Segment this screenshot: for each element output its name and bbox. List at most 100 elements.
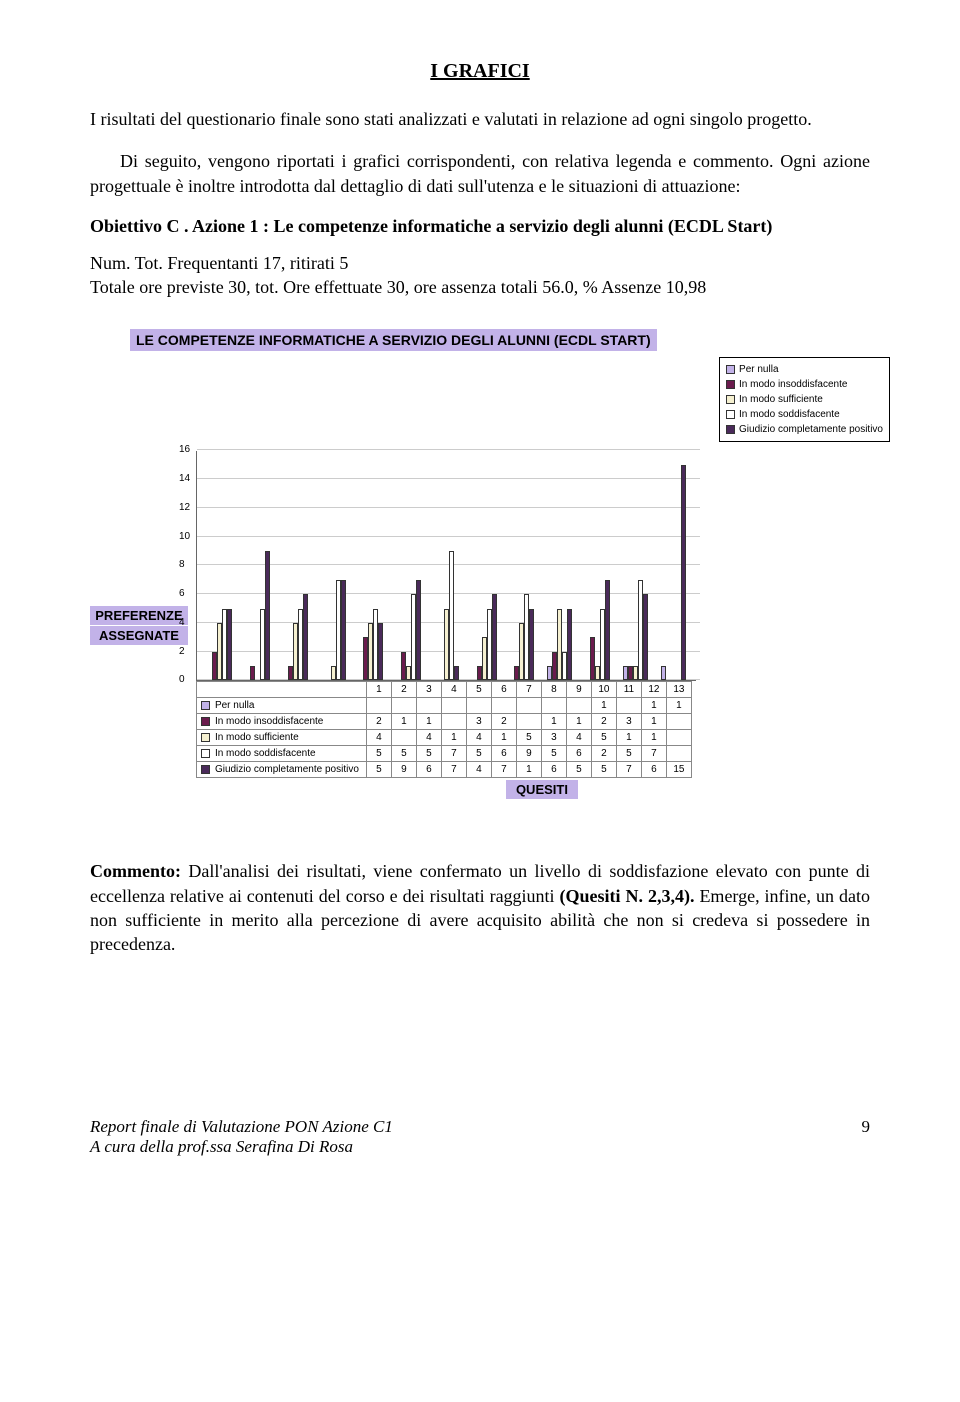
footer-page-number: 9 (862, 1117, 871, 1157)
table-cell: 1 (641, 714, 666, 730)
footer-left-1: Report finale di Valutazione PON Azione … (90, 1117, 393, 1136)
table-series-label: In modo soddisfacente (196, 746, 366, 762)
table-cell: 5 (391, 746, 416, 762)
table-swatch (201, 701, 210, 710)
table-cell: 6 (566, 746, 591, 762)
x-axis-label: QUESITI (506, 780, 578, 799)
table-cell: 5 (541, 746, 566, 762)
table-cell: 1 (666, 698, 691, 714)
table-cell: 2 (591, 714, 616, 730)
table-cell: 4 (366, 730, 391, 746)
table-row: Giudizio completamente positivo596747165… (196, 762, 691, 778)
legend-item: In modo soddisfacente (726, 407, 883, 422)
bar-group (503, 451, 541, 680)
legend-swatch (726, 365, 735, 374)
ytick-label: 6 (179, 588, 185, 599)
table-cell (516, 698, 541, 714)
table-cell (666, 730, 691, 746)
bar (378, 623, 383, 681)
table-cell: 1 (616, 730, 641, 746)
table-cell (416, 698, 441, 714)
table-header-cell: 12 (641, 682, 666, 698)
bar-group (314, 451, 352, 680)
y-axis-label-2: ASSEGNATE (90, 626, 188, 645)
table-cell: 5 (616, 746, 641, 762)
commento-bold: (Quesiti N. 2,3,4). (560, 886, 695, 906)
table-cell: 6 (541, 762, 566, 778)
table-header-cell: 3 (416, 682, 441, 698)
plot-grid: 1614121086420 (196, 451, 696, 681)
legend-label: In modo sufficiente (739, 392, 823, 407)
table-cell: 7 (616, 762, 641, 778)
table-cell: 1 (416, 714, 441, 730)
ytick-label: 0 (179, 674, 185, 685)
table-header-cell: 11 (616, 682, 641, 698)
legend-swatch (726, 425, 735, 434)
footer-left: Report finale di Valutazione PON Azione … (90, 1117, 393, 1157)
table-header-cell: 8 (541, 682, 566, 698)
bar-group (579, 451, 617, 680)
table-cell: 5 (466, 746, 491, 762)
table-header-cell: 7 (516, 682, 541, 698)
bar (341, 580, 346, 681)
table-cell: 5 (591, 730, 616, 746)
table-cell (391, 730, 416, 746)
table-swatch (201, 765, 210, 774)
bar-group (616, 451, 654, 680)
obiettivo-line: Obiettivo C . Azione 1 : Le competenze i… (90, 216, 870, 237)
bar (605, 580, 610, 681)
bar (454, 666, 459, 680)
table-series-label: Per nulla (196, 698, 366, 714)
table-cell: 5 (416, 746, 441, 762)
table-row: In modo insoddisfacente2113211231 (196, 714, 691, 730)
stats-line-1: Num. Tot. Frequentanti 17, ritirati 5 (90, 253, 348, 273)
table-header-cell: 10 (591, 682, 616, 698)
table-header-cell: 5 (466, 682, 491, 698)
table-series-label: In modo sufficiente (196, 730, 366, 746)
page-footer: Report finale di Valutazione PON Azione … (90, 1117, 870, 1157)
table-header-cell: 1 (366, 682, 391, 698)
obiettivo-text: Obiettivo C . Azione 1 : Le competenze i… (90, 216, 772, 236)
table-swatch (201, 733, 210, 742)
table-cell: 3 (466, 714, 491, 730)
ytick-label: 12 (179, 502, 190, 513)
table-header-cell: 13 (666, 682, 691, 698)
table-cell: 9 (391, 762, 416, 778)
intro-text-1: I risultati del questionario finale sono… (90, 109, 812, 129)
table-header-cell: 6 (491, 682, 516, 698)
table-cell: 1 (541, 714, 566, 730)
table-cell (566, 698, 591, 714)
table-row: In modo sufficiente44141534511 (196, 730, 691, 746)
bar-group (654, 451, 692, 680)
bar (265, 551, 270, 680)
legend-label: In modo insoddisfacente (739, 377, 847, 392)
table-cell: 2 (491, 714, 516, 730)
bar-group (239, 451, 277, 680)
table-cell (666, 714, 691, 730)
bar (681, 465, 686, 681)
legend-swatch (726, 410, 735, 419)
chart-container: LE COMPETENZE INFORMATICHE A SERVIZIO DE… (90, 329, 870, 799)
table-cell: 1 (391, 714, 416, 730)
table-cell (441, 698, 466, 714)
table-cell: 4 (416, 730, 441, 746)
intro-paragraph-2: Di seguito, vengono riportati i grafici … (90, 149, 870, 198)
bar (416, 580, 421, 681)
table-cell: 4 (466, 762, 491, 778)
legend-swatch (726, 395, 735, 404)
table-row: In modo soddisfacente555756956257 (196, 746, 691, 762)
ytick-label: 4 (179, 617, 185, 628)
bar-group (465, 451, 503, 680)
data-table: 12345678910111213Per nulla111In modo ins… (196, 681, 692, 778)
table-cell: 1 (491, 730, 516, 746)
ytick-label: 14 (179, 473, 190, 484)
table-cell: 3 (541, 730, 566, 746)
bar (303, 594, 308, 680)
table-swatch (201, 749, 210, 758)
table-cell (516, 714, 541, 730)
bar-group (276, 451, 314, 680)
chart-title: LE COMPETENZE INFORMATICHE A SERVIZIO DE… (130, 329, 657, 351)
legend-label: In modo soddisfacente (739, 407, 840, 422)
table-cell (491, 698, 516, 714)
table-cell: 4 (466, 730, 491, 746)
